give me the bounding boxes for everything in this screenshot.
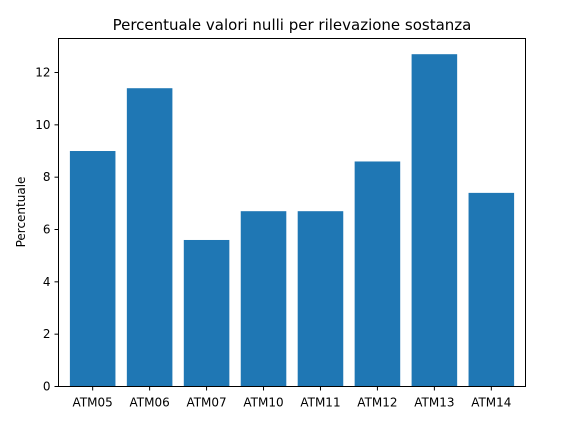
bar-atm05 [69,151,116,387]
x-tick-label: ATM11 [300,396,340,410]
x-tick-label: ATM05 [73,396,113,410]
bar-atm13 [411,54,458,387]
x-axis-ticks: ATM05 ATM06 ATM07 ATM10 ATM11 ATM12 ATM13 ATM14 [73,386,511,410]
y-tick-label: 6 [43,223,51,237]
x-tick-label: ATM12 [357,396,397,410]
x-tick-label: ATM06 [130,396,170,410]
x-tick-label: ATM07 [186,396,226,410]
y-axis-ticks: 0 2 4 6 8 10 12 [35,66,59,394]
bar-atm10 [240,211,287,387]
x-tick-label: ATM14 [471,396,511,410]
y-axis-label: Percentuale [14,177,28,248]
y-tick-label: 4 [43,275,51,289]
x-tick-label: ATM13 [414,396,454,410]
bar-atm14 [468,192,515,387]
plot-area-frame [58,38,526,387]
y-tick-label: 0 [43,380,51,394]
bar-atm12 [354,161,401,387]
y-tick-label: 12 [35,66,50,80]
bars-group [69,54,515,387]
x-tick-label: ATM10 [243,396,283,410]
y-tick-label: 10 [35,118,50,132]
bar-atm06 [126,88,173,387]
y-tick-label: 8 [43,170,51,184]
chart-title: Percentuale valori nulli per rilevazione… [113,16,472,34]
y-tick-label: 2 [43,327,51,341]
bar-atm07 [183,239,230,387]
bar-atm11 [297,211,344,387]
